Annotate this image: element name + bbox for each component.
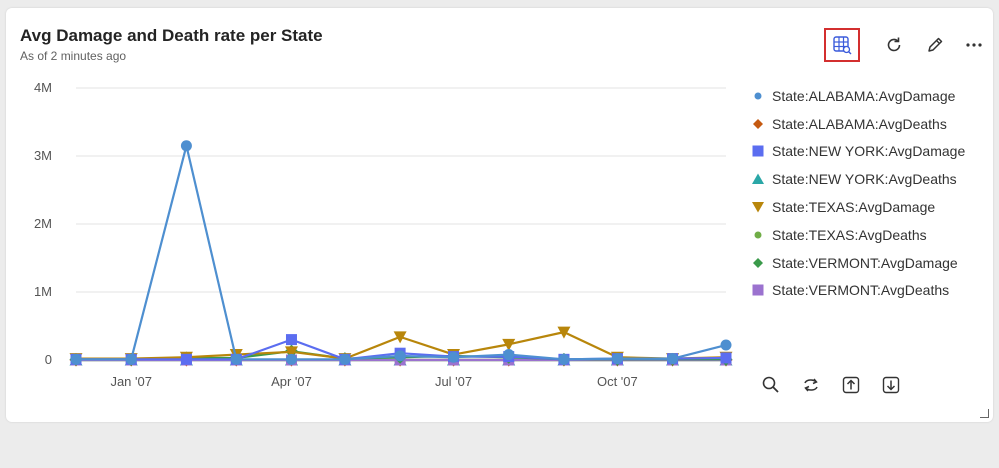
reset-button[interactable] bbox=[798, 372, 824, 398]
data-point bbox=[558, 353, 570, 365]
legend-item[interactable]: State:ALABAMA:AvgDamage bbox=[750, 82, 990, 110]
x-tick-label: Apr '07 bbox=[271, 374, 312, 389]
reset-icon bbox=[804, 378, 818, 392]
legend-item[interactable]: State:VERMONT:AvgDeaths bbox=[750, 277, 990, 305]
legend-item[interactable]: State:ALABAMA:AvgDeaths bbox=[750, 110, 990, 138]
data-point bbox=[394, 350, 406, 362]
data-point bbox=[339, 353, 351, 365]
upload-button[interactable] bbox=[838, 372, 864, 398]
data-point bbox=[720, 339, 732, 351]
legend-marker-icon bbox=[752, 173, 764, 185]
chart-legend: State:ALABAMA:AvgDamage State:ALABAMA:Avg… bbox=[750, 82, 990, 304]
legend-marker-icon bbox=[754, 231, 762, 239]
legend-label: State:NEW YORK:AvgDeaths bbox=[772, 171, 957, 188]
legend-item[interactable]: State:NEW YORK:AvgDeaths bbox=[750, 165, 990, 193]
data-point bbox=[611, 353, 623, 365]
table-view-button[interactable] bbox=[824, 28, 860, 62]
x-tick-label: Jan '07 bbox=[110, 374, 152, 389]
resize-handle[interactable] bbox=[980, 409, 989, 418]
data-point bbox=[503, 349, 515, 361]
x-tick-label: Jul '07 bbox=[435, 374, 472, 389]
data-point bbox=[284, 346, 298, 359]
legend-marker-icon bbox=[754, 92, 762, 100]
refresh-icon bbox=[887, 37, 901, 52]
legend-item[interactable]: State:TEXAS:AvgDamage bbox=[750, 193, 990, 221]
series-line bbox=[76, 144, 727, 361]
legend-label: State:ALABAMA:AvgDamage bbox=[772, 87, 956, 104]
data-point bbox=[125, 353, 137, 365]
edit-icon bbox=[928, 37, 943, 52]
legend-label: State:VERMONT:AvgDeaths bbox=[772, 282, 950, 299]
y-tick-label: 2M bbox=[34, 216, 52, 231]
y-tick-label: 3M bbox=[34, 148, 52, 163]
data-point bbox=[393, 331, 407, 344]
legend-marker-icon bbox=[753, 118, 763, 129]
upload-icon bbox=[842, 376, 860, 394]
zoom-icon bbox=[762, 376, 779, 393]
data-point bbox=[230, 353, 242, 365]
download-icon bbox=[882, 376, 900, 394]
data-point bbox=[557, 326, 571, 339]
refresh-button[interactable] bbox=[876, 28, 912, 62]
more-options-button[interactable] bbox=[956, 28, 992, 62]
data-point bbox=[720, 352, 732, 364]
data-point bbox=[180, 140, 192, 152]
download-button[interactable] bbox=[878, 372, 904, 398]
legend-label: State:TEXAS:AvgDamage bbox=[772, 199, 936, 216]
zoom-button[interactable] bbox=[758, 372, 784, 398]
legend-item[interactable]: State:NEW YORK:AvgDamage bbox=[750, 138, 990, 166]
y-tick-label: 4M bbox=[34, 80, 52, 95]
edit-button[interactable] bbox=[917, 28, 953, 62]
y-tick-label: 1M bbox=[34, 284, 52, 299]
legend-label: State:ALABAMA:AvgDeaths bbox=[772, 115, 947, 132]
legend-marker-icon bbox=[752, 284, 764, 296]
legend-marker-icon bbox=[752, 202, 764, 213]
legend-marker-icon bbox=[753, 257, 763, 268]
card-subtitle: As of 2 minutes ago bbox=[20, 49, 127, 63]
legend-marker-icon bbox=[752, 145, 764, 157]
legend-item[interactable]: State:VERMONT:AvgDamage bbox=[750, 249, 990, 277]
legend-label: State:NEW YORK:AvgDamage bbox=[772, 143, 966, 160]
data-point bbox=[285, 353, 297, 365]
legend-label: State:VERMONT:AvgDamage bbox=[772, 254, 958, 271]
series-state-alabama-avgdamage bbox=[70, 140, 732, 365]
data-point bbox=[667, 353, 679, 365]
chart-card: Avg Damage and Death rate per State As o… bbox=[6, 8, 993, 422]
data-point bbox=[502, 338, 516, 351]
data-point bbox=[70, 353, 82, 365]
x-tick-label: Oct '07 bbox=[597, 374, 638, 389]
card-title: Avg Damage and Death rate per State bbox=[20, 26, 323, 45]
y-tick-label: 0 bbox=[45, 352, 52, 367]
legend-item[interactable]: State:TEXAS:AvgDeaths bbox=[750, 221, 990, 249]
legend-label: State:TEXAS:AvgDeaths bbox=[772, 226, 927, 243]
data-point bbox=[285, 334, 297, 346]
data-point bbox=[448, 351, 460, 363]
table-view-icon bbox=[833, 36, 852, 55]
data-point bbox=[180, 353, 192, 365]
more-icon bbox=[966, 43, 982, 47]
line-chart[interactable]: 0 1M 2M 3M 4M Jan '07 Apr '07 Jul '07 Oct '07 bbox=[6, 78, 736, 468]
chart-tools bbox=[758, 372, 904, 398]
